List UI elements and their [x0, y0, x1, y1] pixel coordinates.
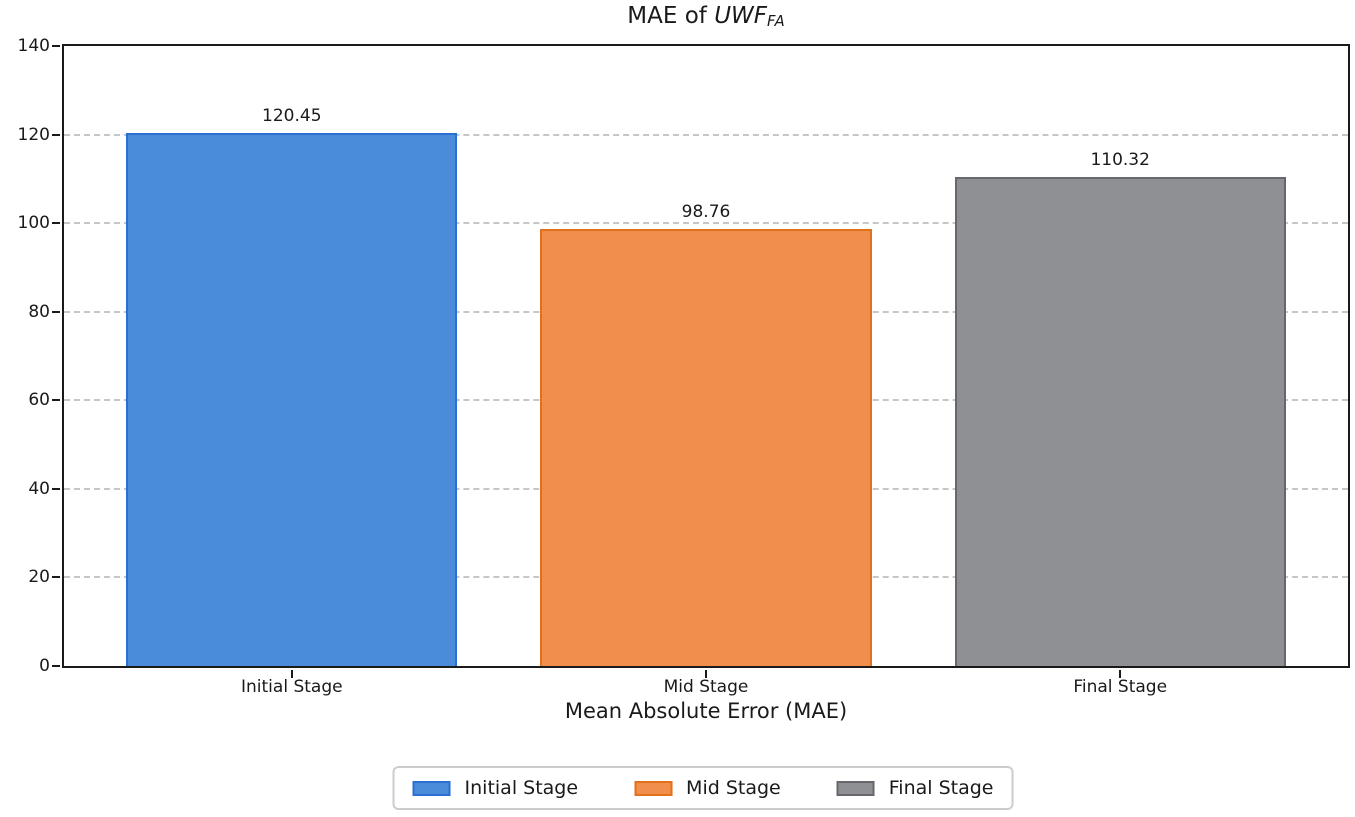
y-tick-mark	[52, 133, 60, 136]
y-tick-label: 20	[28, 567, 50, 588]
x-tick-label: Initial Stage	[241, 677, 343, 697]
x-axis-label: Mean Absolute Error (MAE)	[564, 699, 848, 723]
legend-item-mid-stage: Mid Stage	[634, 777, 781, 799]
x-tick-label: Mid Stage	[663, 677, 749, 697]
y-tick-mark	[52, 665, 60, 667]
plot-area: 0 20 40 60 80 100 120 140 120.45 Initial Stage 98.…	[18, 36, 1350, 697]
y-tick-mark	[52, 222, 60, 225]
chart-title-math: UWF	[714, 3, 768, 29]
y-tick-label: 0	[39, 656, 50, 676]
y-tick-label: 140	[17, 36, 50, 56]
y-tick-label: 100	[17, 213, 50, 234]
legend: Initial Stage Mid Stage Final Stage	[392, 766, 1014, 810]
x-tick-label: Final Stage	[1073, 677, 1168, 697]
bar-value-label: 120.45	[262, 105, 322, 126]
gridline-y-100	[64, 222, 1348, 225]
legend-swatch-icon	[634, 780, 673, 796]
legend-swatch-icon	[836, 780, 875, 796]
legend-label: Initial Stage	[464, 777, 579, 799]
bar-value-label: 110.32	[1090, 150, 1150, 171]
y-tick-label: 120	[17, 124, 50, 145]
y-tick-label: 80	[28, 301, 50, 322]
legend-label: Final Stage	[888, 777, 994, 799]
y-tick-label: 60	[28, 390, 50, 411]
bar-value-label: 98.76	[681, 201, 731, 222]
y-tick-mark	[52, 487, 60, 490]
y-tick-mark	[52, 576, 60, 579]
bar-mid-stage	[540, 228, 872, 666]
chart-title-prefix: MAE of	[627, 3, 715, 29]
x-tick-mark	[1119, 670, 1122, 678]
y-tick-mark	[52, 399, 60, 402]
legend-label: Mid Stage	[686, 777, 781, 799]
x-tick-mark	[290, 670, 293, 678]
bar-final-stage	[954, 177, 1286, 666]
bar-initial-stage	[126, 132, 458, 666]
gridline-y-120	[64, 133, 1348, 136]
y-tick-mark	[52, 45, 60, 47]
legend-item-initial-stage: Initial Stage	[412, 777, 579, 799]
chart-title: MAE of UWFFA	[627, 3, 784, 30]
legend-swatch-icon	[412, 780, 451, 796]
y-tick-label: 40	[28, 478, 50, 499]
chart-title-subscript: FA	[767, 13, 785, 31]
x-tick-mark	[705, 670, 707, 678]
legend-item-final-stage: Final Stage	[836, 777, 994, 799]
y-tick-mark	[52, 310, 60, 313]
